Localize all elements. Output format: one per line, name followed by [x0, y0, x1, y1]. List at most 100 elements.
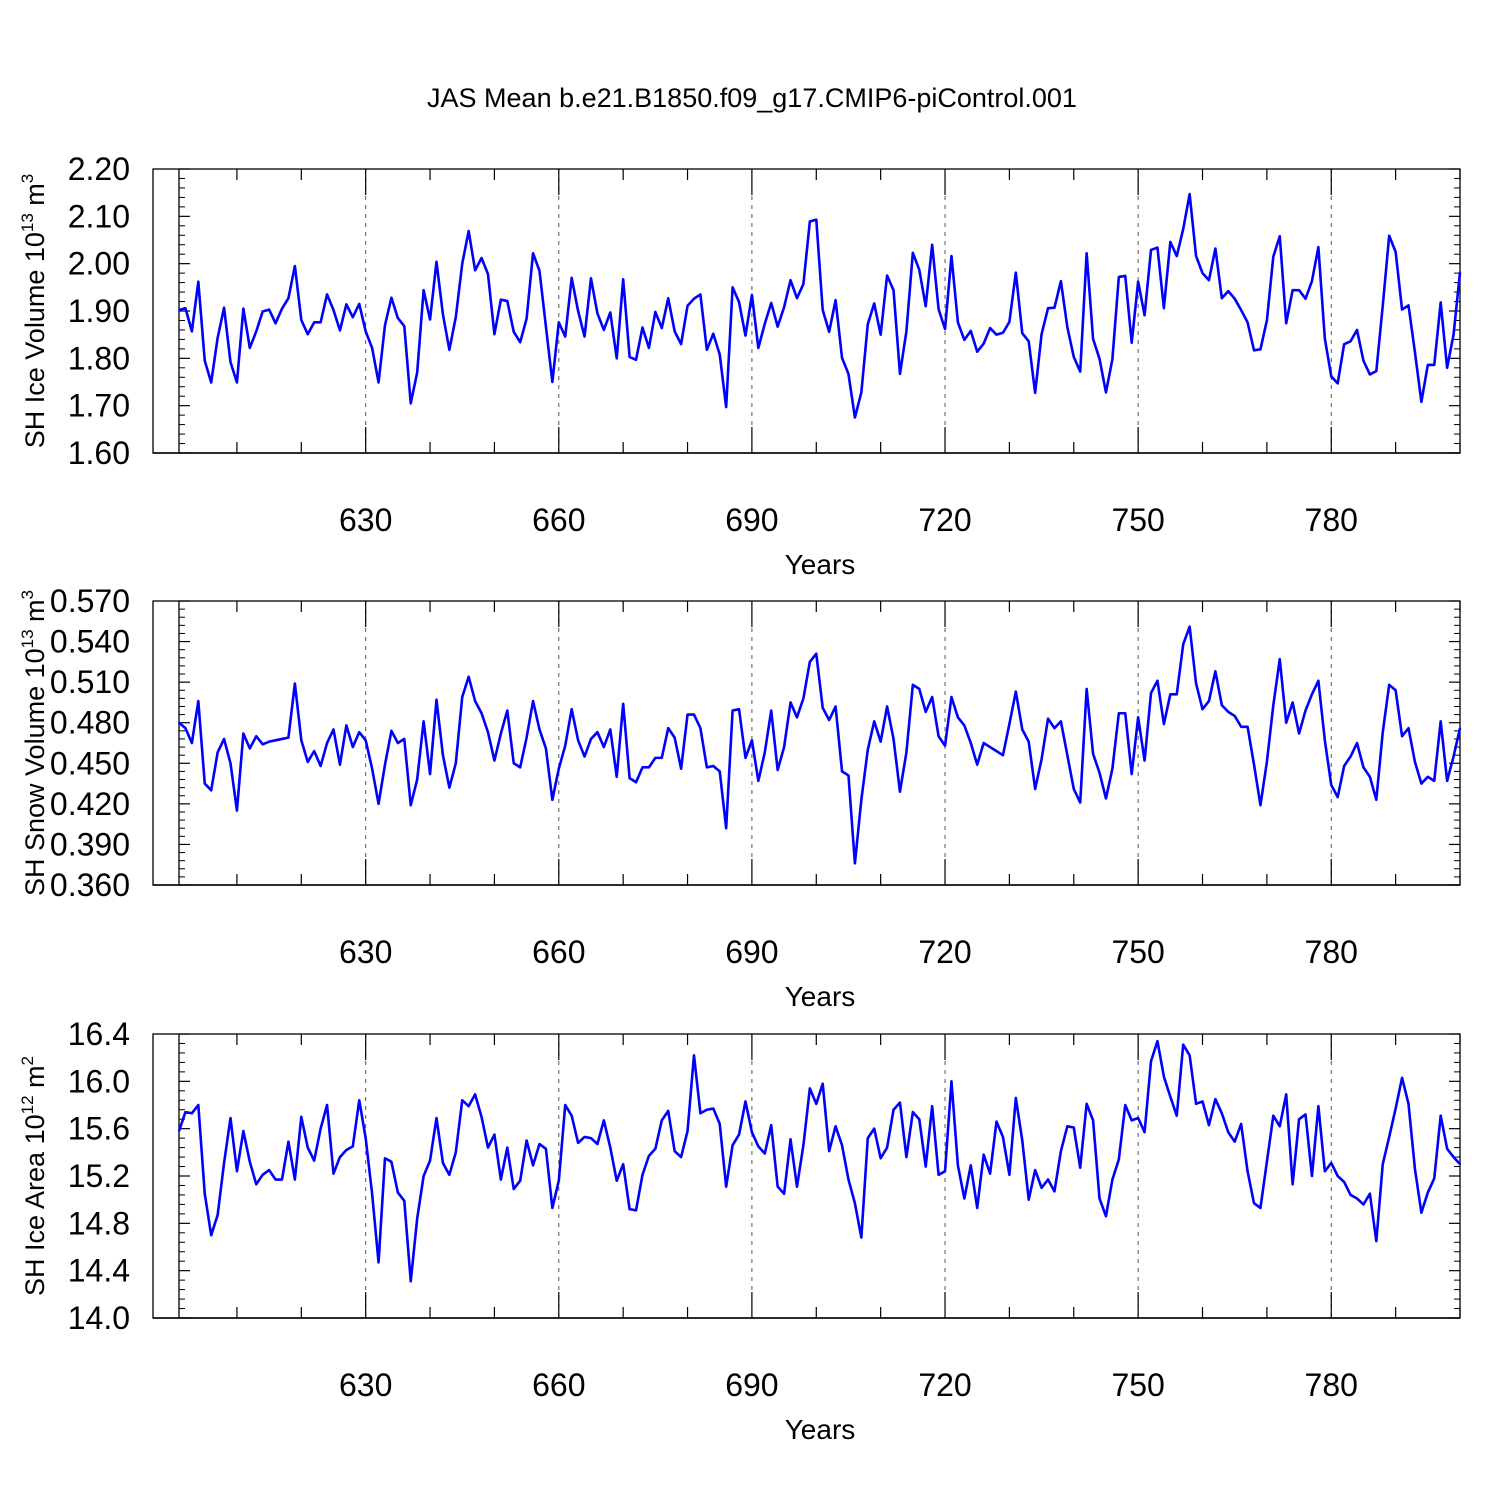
x-axis-label: Years: [785, 549, 856, 580]
data-point: [931, 696, 934, 698]
data-point: [242, 1130, 245, 1132]
data-point: [371, 347, 374, 349]
data-point: [796, 297, 798, 300]
data-point: [1407, 727, 1410, 730]
data-point: [731, 709, 734, 712]
data-point: [828, 1150, 831, 1153]
data-point: [1439, 301, 1442, 304]
data-point: [976, 1207, 979, 1209]
data-point: [358, 1099, 361, 1102]
data-point: [905, 1156, 908, 1158]
data-point: [339, 1156, 341, 1158]
data-point: [319, 321, 322, 324]
data-point: [1272, 255, 1275, 258]
data-point: [512, 762, 515, 765]
y-tick-label: 1.70: [68, 388, 130, 424]
data-point: [718, 1123, 721, 1125]
data-point: [725, 827, 728, 830]
data-point: [622, 1163, 625, 1166]
data-point: [377, 1261, 380, 1264]
data-point: [738, 708, 740, 711]
data-point: [1002, 331, 1004, 334]
data-point: [1259, 1207, 1262, 1209]
x-tick-label: 720: [918, 934, 971, 970]
data-point: [976, 763, 979, 766]
data-point: [532, 700, 534, 702]
data-point: [583, 1136, 586, 1138]
data-point: [1285, 1093, 1288, 1096]
data-point: [808, 660, 811, 663]
data-point: [1002, 1136, 1004, 1138]
data-point: [1459, 1163, 1461, 1166]
data-point: [918, 268, 921, 271]
data-point: [557, 321, 560, 324]
data-point: [1349, 1194, 1352, 1196]
data-point: [454, 1151, 457, 1154]
data-point: [1040, 1186, 1043, 1189]
data-point: [654, 1147, 657, 1150]
data-point: [873, 1127, 876, 1130]
data-point: [686, 304, 689, 307]
data-point: [467, 1105, 470, 1108]
data-point: [705, 348, 708, 351]
y-axis-label-unit-exp: 2: [18, 1056, 37, 1065]
data-point: [570, 276, 573, 279]
data-point: [899, 790, 901, 793]
data-point: [545, 747, 547, 750]
data-point: [197, 1104, 200, 1106]
data-point: [300, 1115, 303, 1118]
data-point: [596, 312, 599, 315]
data-point: [351, 746, 354, 748]
y-tick-label: 0.570: [50, 583, 130, 619]
data-point: [422, 720, 425, 723]
data-point: [1169, 693, 1172, 696]
data-point: [1388, 683, 1391, 686]
data-point: [1336, 1175, 1339, 1177]
data-point: [293, 265, 296, 267]
data-point: [506, 1146, 509, 1149]
data-point: [1162, 723, 1165, 725]
data-point: [377, 381, 380, 384]
data-point: [313, 1159, 316, 1162]
data-point: [1027, 340, 1030, 343]
data-point: [1311, 280, 1313, 283]
data-point: [403, 325, 406, 328]
data-point: [686, 1130, 689, 1132]
data-point: [570, 708, 573, 711]
data-point: [686, 713, 689, 716]
data-point: [699, 727, 702, 730]
data-point: [371, 767, 374, 770]
y-tick-label: 16.4: [68, 1016, 130, 1052]
data-point: [873, 720, 876, 723]
data-point: [673, 1150, 676, 1153]
data-point: [641, 1173, 644, 1176]
data-point: [403, 738, 406, 740]
data-point: [1265, 1160, 1268, 1163]
data-point: [538, 269, 541, 272]
data-point: [1201, 708, 1204, 711]
data-point: [1117, 1158, 1120, 1161]
data-point: [236, 381, 238, 384]
data-point: [390, 296, 393, 299]
data-point: [956, 716, 959, 719]
data-point: [866, 1137, 869, 1140]
data-point: [577, 310, 580, 312]
data-point: [956, 1164, 959, 1167]
data-point: [313, 750, 316, 753]
data-point: [525, 1139, 528, 1142]
data-point: [216, 1214, 219, 1216]
data-point: [763, 1152, 766, 1155]
data-point: [609, 311, 612, 314]
data-point: [442, 313, 444, 316]
data-point: [1059, 280, 1062, 283]
data-point: [1111, 1178, 1114, 1181]
data-point: [622, 278, 625, 281]
data-point: [751, 294, 753, 296]
y-tick-label: 0.420: [50, 786, 130, 822]
data-point: [499, 732, 502, 735]
data-point: [828, 330, 831, 333]
data-point: [242, 307, 245, 310]
data-point: [1368, 1192, 1371, 1195]
data-point: [635, 358, 637, 361]
